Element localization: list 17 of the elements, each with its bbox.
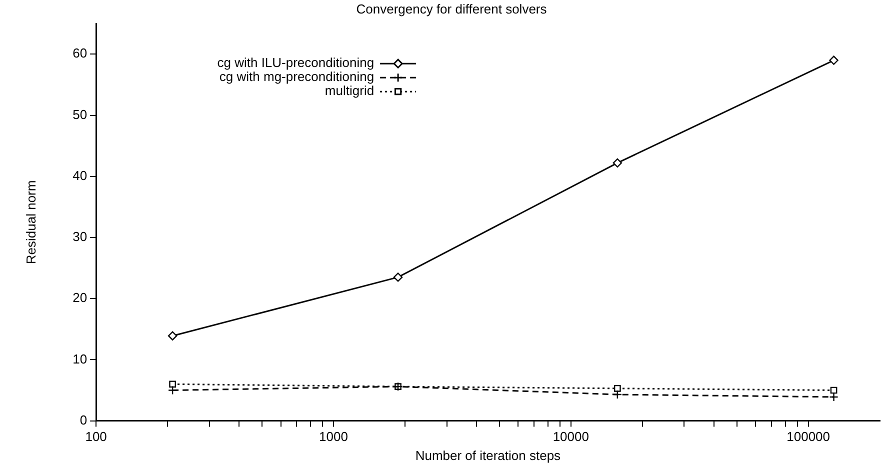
- y-tick-label: 50: [72, 106, 88, 122]
- y-tick-label: 20: [72, 290, 88, 306]
- x-tick-label: 100000: [786, 429, 830, 444]
- x-axis-title: Number of iteration steps: [415, 448, 562, 463]
- x-tick-label: 1000: [319, 429, 348, 444]
- y-tick-label: 10: [72, 351, 88, 366]
- y-tick-label: 30: [72, 229, 88, 244]
- y-tick-label: 40: [72, 168, 88, 183]
- y-axis-title: Residual norm: [23, 180, 38, 264]
- y-tick-label: 0: [80, 412, 88, 428]
- y-tick-label: 60: [72, 46, 88, 61]
- chart-title: Convergency for different solvers: [356, 1, 548, 16]
- legend-label: cg with mg-preconditioning: [219, 69, 374, 84]
- legend-label: multigrid: [324, 83, 374, 98]
- legend-label: cg with ILU-preconditioning: [217, 55, 374, 70]
- x-tick-label: 100: [85, 429, 107, 444]
- x-tick-label: 10000: [552, 429, 589, 444]
